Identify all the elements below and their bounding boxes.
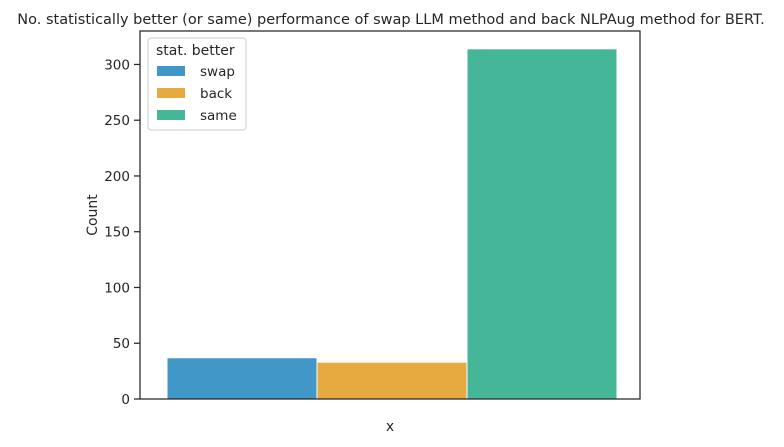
- legend-swatch-swap: [157, 66, 185, 76]
- legend-box: [147, 37, 247, 131]
- y-tick-label: 0: [121, 392, 130, 408]
- legend-swatch-back: [157, 88, 185, 98]
- y-tick-label: 100: [104, 280, 130, 296]
- legend-label-swap: swap: [200, 64, 235, 80]
- y-tick-label: 300: [104, 57, 130, 73]
- y-axis-ticks: 0 50 100 150 200 250 300: [104, 57, 140, 408]
- legend-swatch-same: [157, 110, 185, 120]
- bars-group: [166, 48, 618, 400]
- bar-back: [316, 361, 468, 400]
- x-axis-label: x: [386, 419, 394, 435]
- chart-title: No. statistically better (or same) perfo…: [17, 12, 764, 28]
- legend-title: stat. better: [156, 43, 235, 59]
- y-tick-label: 200: [104, 169, 130, 185]
- y-axis-label: Count: [85, 194, 101, 236]
- legend-items: swap back same: [157, 64, 237, 124]
- legend-label-same: same: [200, 108, 237, 124]
- y-tick-label: 50: [113, 336, 130, 352]
- legend: stat. better swap back same: [147, 37, 247, 131]
- legend-label-back: back: [200, 86, 232, 102]
- bar-swap: [166, 357, 318, 400]
- plot-frame: [139, 30, 641, 400]
- bar-same: [466, 48, 618, 400]
- y-tick-label: 150: [104, 225, 130, 241]
- y-tick-label: 250: [104, 113, 130, 129]
